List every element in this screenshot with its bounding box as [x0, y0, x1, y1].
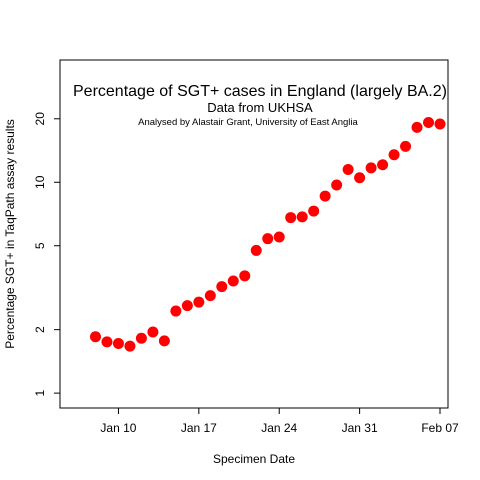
- data-point: [147, 326, 159, 338]
- y-tick-label: 5: [33, 242, 47, 249]
- y-axis: 1 2 5 10 20: [33, 112, 60, 396]
- data-point: [423, 117, 435, 129]
- data-point: [112, 337, 124, 349]
- y-axis-label: Percentage SGT+ in TaqPath assay results: [3, 119, 17, 349]
- data-point: [158, 335, 170, 347]
- data-point: [285, 212, 297, 224]
- data-point: [216, 281, 228, 293]
- data-point: [170, 305, 182, 317]
- x-tick-label: Jan 24: [261, 421, 297, 435]
- data-point: [124, 340, 136, 352]
- data-point: [400, 140, 412, 152]
- data-point: [377, 159, 389, 171]
- x-tick-label: Jan 31: [342, 421, 378, 435]
- data-point: [388, 149, 400, 161]
- plot-frame: [59, 59, 449, 409]
- y-tick-label: 2: [33, 326, 47, 333]
- x-axis-label: Specimen Date: [213, 452, 295, 466]
- data-point: [239, 270, 251, 282]
- data-points: [89, 117, 446, 352]
- x-tick-label: Feb 07: [421, 421, 459, 435]
- chart-annotation: Analysed by Alastair Grant, University o…: [138, 117, 358, 128]
- data-point: [273, 231, 285, 243]
- data-point: [250, 244, 262, 256]
- data-point: [331, 179, 343, 191]
- y-tick-label: 20: [33, 112, 47, 126]
- data-point: [193, 296, 205, 308]
- x-tick-label: Jan 17: [181, 421, 217, 435]
- data-point: [296, 211, 308, 223]
- data-point: [204, 290, 216, 302]
- y-tick-label: 1: [33, 389, 47, 396]
- data-point: [365, 162, 377, 174]
- chart-subtitle: Data from UKHSA: [207, 100, 313, 115]
- data-point: [227, 275, 239, 287]
- y-tick-label: 10: [33, 175, 47, 189]
- data-point: [308, 205, 320, 217]
- data-point: [319, 190, 331, 202]
- data-point: [354, 172, 366, 184]
- data-point: [101, 336, 113, 348]
- chart-title: Percentage of SGT+ cases in England (lar…: [73, 83, 447, 100]
- data-point: [89, 331, 101, 343]
- data-point: [411, 121, 423, 133]
- data-point: [181, 300, 193, 312]
- data-point: [434, 118, 446, 130]
- data-point: [135, 332, 147, 344]
- x-axis: Jan 10 Jan 17 Jan 24 Jan 31 Feb 07: [100, 408, 459, 435]
- x-tick-label: Jan 10: [100, 421, 136, 435]
- data-point: [262, 233, 274, 245]
- data-point: [342, 163, 354, 175]
